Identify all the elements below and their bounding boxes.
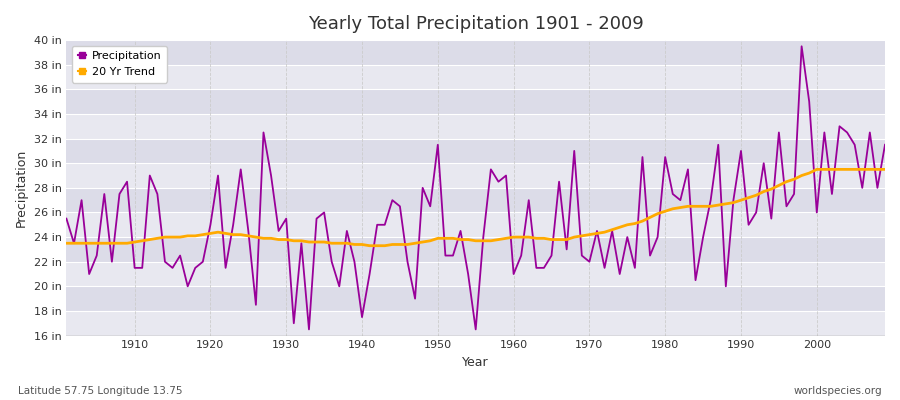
- Bar: [67, 114, 885, 139]
- Bar: [67, 163, 885, 188]
- X-axis label: Year: Year: [463, 356, 489, 369]
- Text: Latitude 57.75 Longitude 13.75: Latitude 57.75 Longitude 13.75: [18, 386, 183, 396]
- Bar: [67, 286, 885, 311]
- Bar: [67, 65, 885, 89]
- Title: Yearly Total Precipitation 1901 - 2009: Yearly Total Precipitation 1901 - 2009: [308, 15, 644, 33]
- Bar: [67, 89, 885, 114]
- Bar: [67, 139, 885, 163]
- Bar: [67, 188, 885, 212]
- Bar: [67, 212, 885, 237]
- Text: worldspecies.org: worldspecies.org: [794, 386, 882, 396]
- Legend: Precipitation, 20 Yr Trend: Precipitation, 20 Yr Trend: [72, 46, 167, 82]
- Bar: [67, 311, 885, 336]
- Bar: [67, 262, 885, 286]
- Y-axis label: Precipitation: Precipitation: [15, 149, 28, 227]
- Bar: [67, 237, 885, 262]
- Bar: [67, 40, 885, 65]
